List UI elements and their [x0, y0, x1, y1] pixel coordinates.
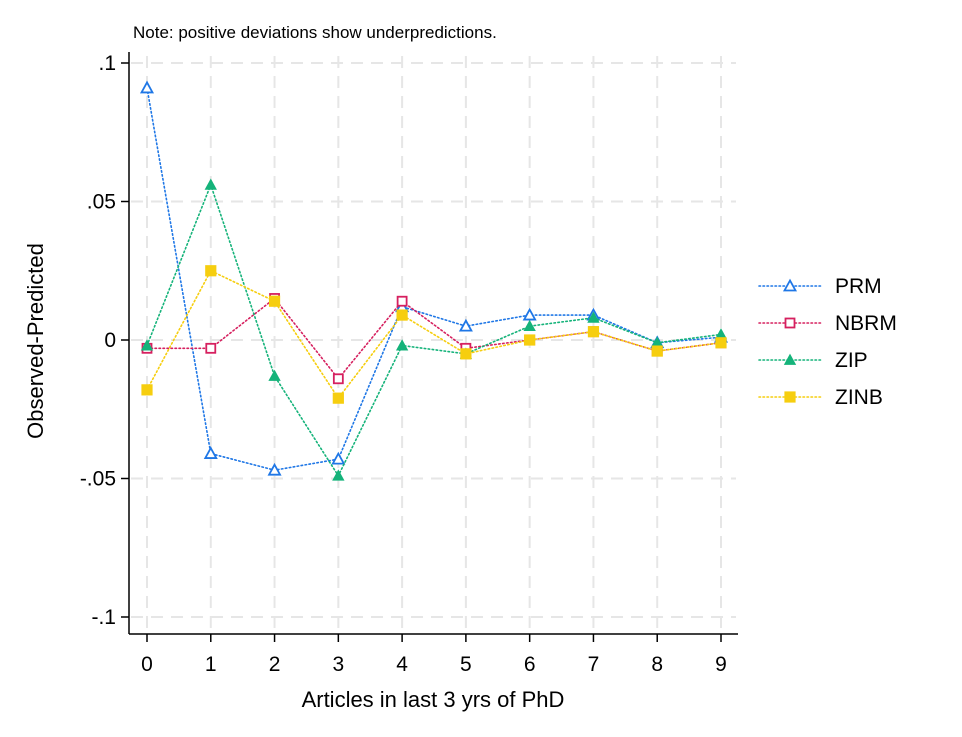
data-point-prm: [203, 446, 218, 459]
y-tick-label: .05: [87, 191, 116, 214]
legend-marker: [784, 317, 796, 329]
series: [139, 80, 729, 481]
legend-label: NBRM: [835, 312, 897, 335]
x-tick-label: 6: [524, 653, 536, 676]
legend-label: PRM: [835, 275, 882, 298]
x-tick-label: 7: [588, 653, 600, 676]
data-point-zinb: [460, 348, 472, 360]
series-nbrm: [141, 293, 727, 385]
data-point-prm: [139, 80, 155, 94]
data-point-zip: [268, 369, 281, 381]
x-tick-label: 8: [651, 653, 663, 676]
series-prm: [139, 80, 729, 476]
y-tick-label: -.1: [91, 606, 116, 629]
data-point-zip: [332, 469, 345, 481]
data-point-zip: [523, 319, 536, 332]
x-tick-label: 3: [332, 653, 344, 676]
legend-item: ZIP: [758, 349, 868, 372]
data-point-zinb: [268, 295, 281, 307]
data-point-zinb: [205, 265, 217, 277]
data-point-prm: [331, 451, 346, 465]
legend-marker: [784, 391, 796, 403]
y-tick-label: -.05: [80, 468, 116, 491]
x-tick-label: 4: [396, 653, 408, 676]
data-point-zinb: [715, 337, 727, 349]
series-zinb: [141, 265, 727, 404]
x-tick-label: 2: [269, 653, 281, 676]
data-point-zinb: [651, 345, 663, 357]
data-point-prm: [267, 462, 282, 476]
legend-label: ZIP: [835, 349, 868, 372]
legend: PRM NBRM ZIP ZINB: [758, 275, 897, 409]
series-line-zinb: [146, 269, 722, 400]
data-point-zinb: [141, 384, 153, 396]
x-tick-label: 5: [460, 653, 472, 676]
legend-item: NBRM: [758, 312, 897, 335]
x-tick-label: 0: [141, 653, 153, 676]
data-point-prm: [458, 318, 473, 332]
x-tick-label: 9: [715, 653, 727, 676]
data-point-zinb: [332, 392, 344, 404]
y-axis-title: Observed-Predicted: [23, 243, 48, 439]
data-point-zinb: [587, 326, 600, 338]
data-point-zinb: [396, 309, 408, 321]
legend-marker: [783, 353, 797, 365]
legend-item: ZINB: [758, 386, 883, 409]
data-point-zip: [587, 311, 600, 323]
grid: [131, 56, 736, 632]
legend-marker: [782, 278, 798, 292]
data-point-zip: [140, 339, 154, 351]
axis-ticks: .1 .05 0 -.05 -.1 0 1 2 3 4 5 6 7 8 9: [80, 52, 727, 676]
series-zip: [140, 178, 728, 481]
legend-item: PRM: [758, 275, 882, 298]
y-tick-label: .1: [98, 52, 116, 75]
series-line-nbrm: [146, 297, 722, 381]
chart-note: Note: positive deviations show underpred…: [133, 23, 497, 42]
legend-label: ZINB: [835, 386, 883, 409]
y-tick-label: 0: [104, 329, 116, 352]
data-point-nbrm: [205, 342, 217, 354]
data-point-nbrm: [332, 373, 344, 385]
data-point-zinb: [524, 334, 536, 346]
x-tick-label: 1: [205, 653, 217, 676]
x-axis-title: Articles in last 3 yrs of PhD: [302, 687, 565, 712]
data-point-zip: [204, 178, 217, 190]
series-line-prm: [146, 87, 722, 472]
data-point-prm: [522, 307, 537, 321]
data-point-nbrm: [396, 295, 408, 307]
data-point-zip: [395, 339, 409, 351]
series-line-zip: [146, 182, 722, 478]
